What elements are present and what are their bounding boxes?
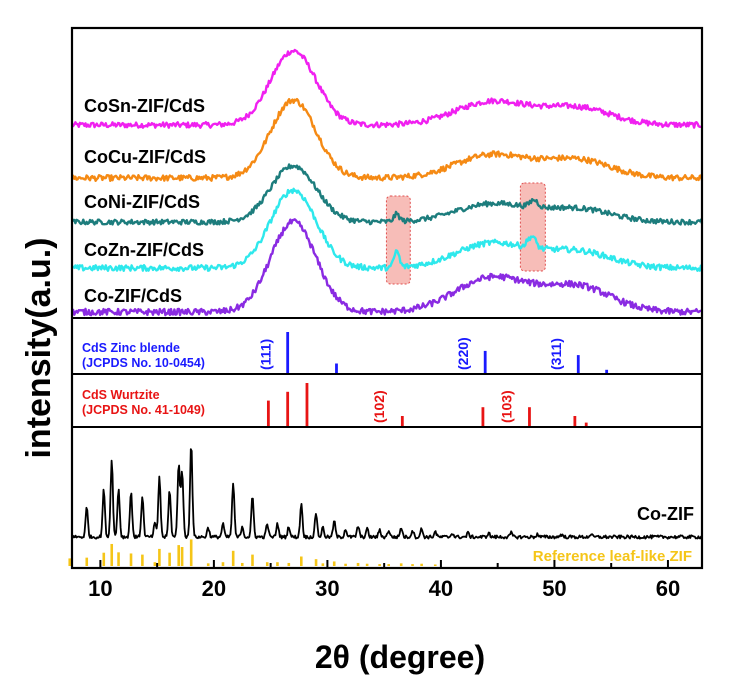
x-tick-label: 30 <box>315 576 339 601</box>
series-line <box>70 218 703 317</box>
series-label: CoZn-ZIF/CdS <box>84 240 204 260</box>
reference-name: CdS Zinc blende <box>82 341 180 355</box>
series-label: CoCu-ZIF/CdS <box>84 147 206 167</box>
series-label: Co-ZIF/CdS <box>84 286 182 306</box>
series-label: CoSn-ZIF/CdS <box>84 96 205 116</box>
miller-index-label: (311) <box>548 338 564 370</box>
series-label: Co-ZIF <box>637 504 694 524</box>
reference-name: CdS Wurtzite <box>82 388 160 402</box>
x-tick-label: 60 <box>656 576 680 601</box>
y-axis-label: intensity(a.u.) <box>20 237 58 458</box>
series-label: CoNi-ZIF/CdS <box>84 192 200 212</box>
plot-frame <box>70 26 704 570</box>
plot-area: CoSn-ZIF/CdS CoCu-ZIF/CdS CoNi-ZIF/CdS CoZn… <box>68 48 704 566</box>
series-line <box>71 448 703 540</box>
miller-index-label: (102) <box>371 390 387 423</box>
miller-index-label: (103) <box>498 390 514 423</box>
miller-index-label: (220) <box>455 337 471 370</box>
series-line <box>70 48 703 129</box>
plot-border <box>70 26 704 570</box>
series-line <box>70 163 704 226</box>
series-line <box>70 97 704 183</box>
highlight-region <box>519 182 546 272</box>
highlight-region <box>385 195 411 285</box>
series-line <box>71 187 704 272</box>
miller-index-label: (111) <box>258 339 274 370</box>
x-tick-label: 20 <box>202 576 226 601</box>
x-tick-label: 50 <box>542 576 566 601</box>
x-axis-label: 2θ (degree) <box>315 639 485 675</box>
reference-name: Reference leaf-like ZIF <box>533 548 692 565</box>
reference-name: (JCPDS No. 41-1049) <box>82 403 205 417</box>
reference-name: (JCPDS No. 10-0454) <box>82 356 205 370</box>
x-axis: 10 20 30 40 50 60 <box>88 560 680 601</box>
x-tick-label: 10 <box>88 576 112 601</box>
x-tick-label: 40 <box>429 576 453 601</box>
